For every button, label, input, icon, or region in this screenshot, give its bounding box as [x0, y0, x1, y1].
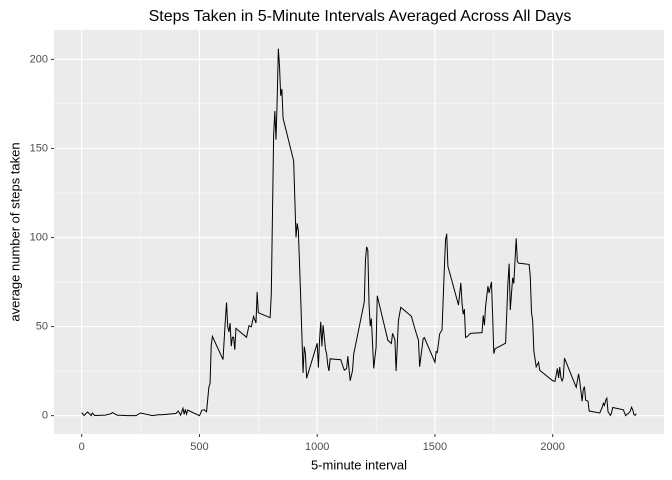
y-tick-label: 150 — [30, 142, 48, 154]
x-tick-label: 0 — [79, 441, 85, 453]
panel — [54, 30, 664, 434]
line — [81, 48, 637, 417]
y-tick-label: 50 — [36, 320, 48, 332]
x-tick-label: 2000 — [540, 441, 564, 453]
y-tick-label: 0 — [42, 410, 48, 422]
x-tick-label: 1500 — [423, 441, 447, 453]
x-tick-label: 1000 — [305, 441, 329, 453]
x-axis-label: 5-minute interval — [311, 457, 407, 472]
y-axis-label: average number of steps taken — [7, 142, 22, 321]
y-tick-label: 200 — [30, 53, 48, 65]
chart-title: Steps Taken in 5-Minute Intervals Averag… — [149, 8, 572, 25]
y-tick-label: 100 — [30, 231, 48, 243]
x-tick-label: 500 — [190, 441, 208, 453]
